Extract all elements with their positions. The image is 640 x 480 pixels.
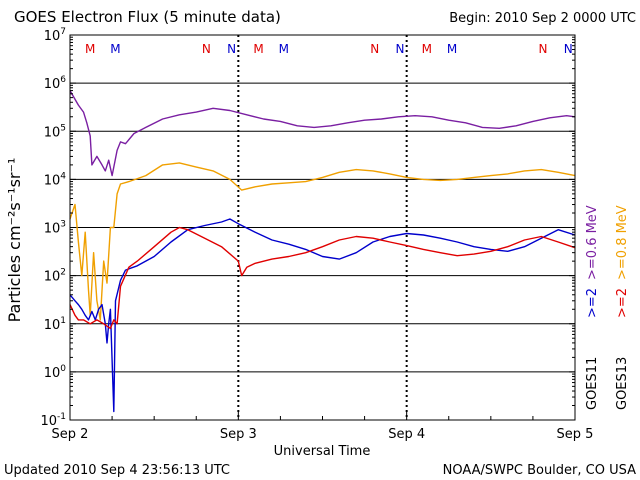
y-tick-label: 106 xyxy=(44,75,67,92)
series-line xyxy=(69,162,576,321)
satellite-marker-label: M xyxy=(253,42,263,56)
x-axis-label: Universal Time xyxy=(274,444,371,459)
grid-lines xyxy=(70,35,575,420)
satellite-marker-label: N xyxy=(370,42,379,56)
y-tick-label: 101 xyxy=(44,316,66,333)
legend-group-label: GOES11 xyxy=(585,357,600,410)
credit-label: NOAA/SWPC Boulder, CO USA xyxy=(443,463,636,478)
y-tick-label: 104 xyxy=(44,171,67,188)
y-tick-label: 10-1 xyxy=(40,412,66,429)
satellite-marker-label: N xyxy=(395,42,404,56)
y-tick-label: 103 xyxy=(44,220,66,237)
series-line xyxy=(69,218,576,413)
legend-entry: >=2 xyxy=(585,288,600,318)
series-line xyxy=(69,90,576,177)
chart-title: GOES Electron Flux (5 minute data) xyxy=(14,8,281,26)
satellite-marker-label: N xyxy=(227,42,236,56)
satellite-marker-label: N xyxy=(539,42,548,56)
x-tick-label: Sep 5 xyxy=(557,427,594,442)
satellite-marker-label: M xyxy=(110,42,120,56)
x-tick-label: Sep 2 xyxy=(52,427,89,442)
y-axis-ticks: 10-1 100 101 102 103 104 105 106 107 xyxy=(40,27,575,429)
series-line xyxy=(69,226,576,330)
satellite-marker-label: M xyxy=(447,42,457,56)
y-tick-label: 105 xyxy=(44,123,66,140)
legend-entry: >=2 xyxy=(615,288,630,318)
legend-group-label: GOES13 xyxy=(615,357,630,410)
satellite-marker-label: M xyxy=(422,42,432,56)
satellite-marker-label: N xyxy=(202,42,211,56)
satellite-marker-label: N xyxy=(564,42,573,56)
x-axis-ticks: Sep 2 Sep 3 Sep 4 Sep 5 xyxy=(52,412,594,442)
updated-timestamp: Updated 2010 Sep 4 23:56:13 UTC xyxy=(4,463,230,478)
y-tick-label: 100 xyxy=(44,364,67,381)
y-axis-label: Particles cm⁻²s⁻¹sr⁻¹ xyxy=(5,158,24,323)
x-tick-label: Sep 3 xyxy=(220,427,257,442)
x-tick-label: Sep 4 xyxy=(388,427,425,442)
begin-label: Begin: 2010 Sep 2 0000 UTC xyxy=(449,11,636,26)
satellite-marker-label: M xyxy=(85,42,95,56)
y-tick-label: 107 xyxy=(44,27,66,44)
series-lines xyxy=(69,90,576,413)
satellite-marker-label: M xyxy=(279,42,289,56)
legend-entry: >=0.6 MeV xyxy=(585,205,600,280)
legend: GOES11 >=2 >=0.6 MeV GOES13 >=2 >=0.8 MeV xyxy=(585,205,630,410)
y-tick-label: 102 xyxy=(44,268,66,285)
legend-entry: >=0.8 MeV xyxy=(615,205,630,280)
